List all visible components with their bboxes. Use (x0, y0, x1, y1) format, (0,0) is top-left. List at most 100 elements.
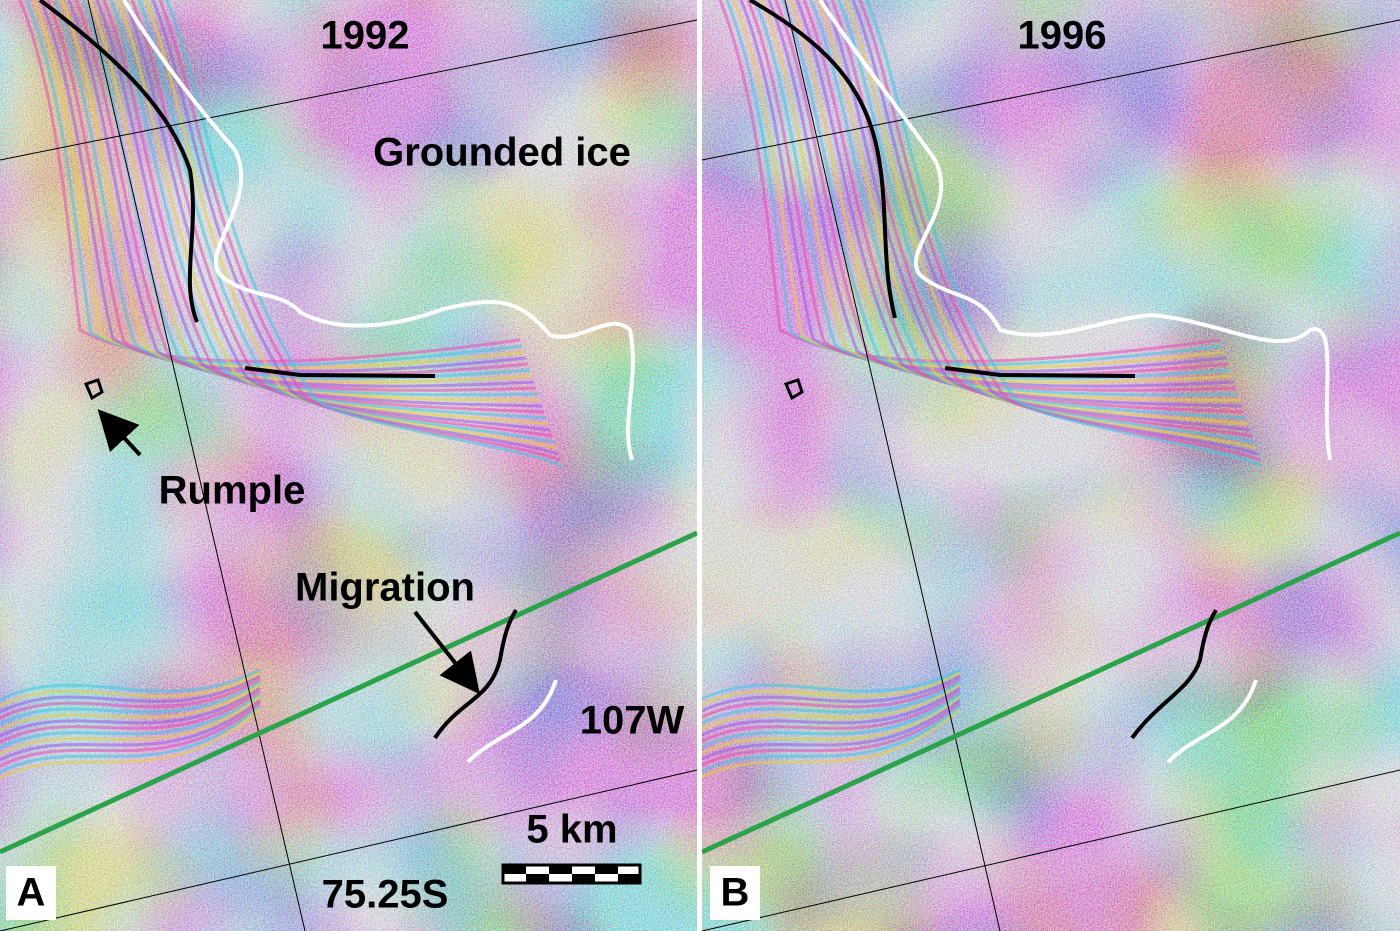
fringe (851, 0, 1259, 456)
fringe (795, 0, 1243, 408)
panel-a: 1992 Grounded ice Rumple Migration 107W … (0, 0, 697, 931)
fringe (865, 0, 1263, 468)
fringe (165, 0, 563, 468)
fringe (816, 0, 1249, 426)
scale-label: 5 km (526, 808, 617, 852)
fringe (0, 668, 261, 702)
fringe (116, 0, 549, 426)
fringe (74, 0, 537, 392)
fringe (760, 0, 1233, 384)
fringe (0, 692, 261, 750)
fringe (46, 0, 529, 377)
fringe (60, 0, 533, 384)
fringe (702, 680, 961, 725)
fringe (809, 0, 1247, 420)
grounding-line (944, 366, 1136, 378)
grounding-line (38, 0, 199, 323)
fringe (702, 698, 961, 761)
fringe (88, 0, 541, 402)
fringe (109, 0, 547, 420)
fringe (702, 674, 961, 713)
rumple-outline (783, 378, 804, 401)
fringe (0, 677, 261, 720)
annotation: 107W (580, 699, 685, 743)
fringe (32, 0, 525, 370)
fringe (746, 0, 1229, 377)
fringe (25, 0, 523, 367)
fringe (718, 0, 1221, 363)
grounding-line (1130, 608, 1218, 740)
fringe (702, 707, 961, 779)
fringe (844, 0, 1257, 450)
grounding-line (433, 608, 518, 740)
rumple-outline (83, 378, 104, 401)
label-box (6, 866, 56, 920)
fringe (732, 0, 1225, 370)
panel-label: B (721, 871, 750, 915)
white-line (122, 0, 635, 461)
fringe (823, 0, 1251, 432)
fringe (702, 683, 961, 731)
fringe (702, 686, 961, 737)
fringe (0, 701, 261, 768)
white-line (466, 679, 558, 764)
fringes (0, 0, 563, 780)
fringe (702, 692, 961, 749)
fringe (0, 689, 261, 744)
fringe (123, 0, 551, 432)
year: 1992 (321, 14, 410, 58)
fringe (702, 668, 961, 701)
white-line (1166, 679, 1258, 764)
white-line (818, 0, 1332, 461)
fringe (702, 704, 961, 773)
fringe (702, 671, 961, 707)
fringe (102, 0, 545, 414)
fringe (802, 0, 1245, 414)
fringe (702, 689, 961, 743)
fringe (81, 0, 539, 397)
fringe (0, 686, 261, 738)
fringe (144, 0, 557, 450)
annotation: Migration (295, 566, 475, 610)
scale-bar (501, 863, 642, 885)
annotation: Rumple (159, 469, 306, 513)
fringe (0, 704, 261, 774)
fringe (18, 0, 521, 363)
green-line (0, 530, 697, 855)
fringe (774, 0, 1237, 392)
panel-label: A (17, 871, 46, 915)
fringe (0, 683, 261, 732)
fringe (702, 695, 961, 755)
fringe (739, 0, 1227, 373)
fringe (702, 677, 961, 719)
fringe (151, 0, 559, 456)
graticule (0, 0, 697, 931)
arrow (97, 409, 142, 457)
annotation: 75.25S (322, 873, 449, 917)
fringe (702, 701, 961, 767)
fringe (767, 0, 1235, 388)
fringe (95, 0, 543, 408)
grounding-line (244, 366, 436, 378)
green-line (702, 530, 1400, 855)
graticule (702, 0, 1400, 931)
label-box (710, 866, 760, 920)
fringe (67, 0, 535, 388)
arrow (413, 610, 480, 695)
fringes (702, 0, 1263, 779)
year: 1996 (1018, 14, 1107, 58)
fringe (781, 0, 1239, 397)
grounding-line (749, 0, 897, 319)
fringe (0, 695, 261, 756)
panel-b: 1996 B (702, 0, 1400, 931)
fringe (0, 671, 261, 708)
fringe (39, 0, 527, 373)
annotation: Grounded ice (373, 131, 631, 175)
fringe (0, 680, 261, 726)
fringe (725, 0, 1223, 367)
fringe (0, 674, 261, 714)
fringe (0, 698, 261, 762)
fringe (788, 0, 1241, 402)
